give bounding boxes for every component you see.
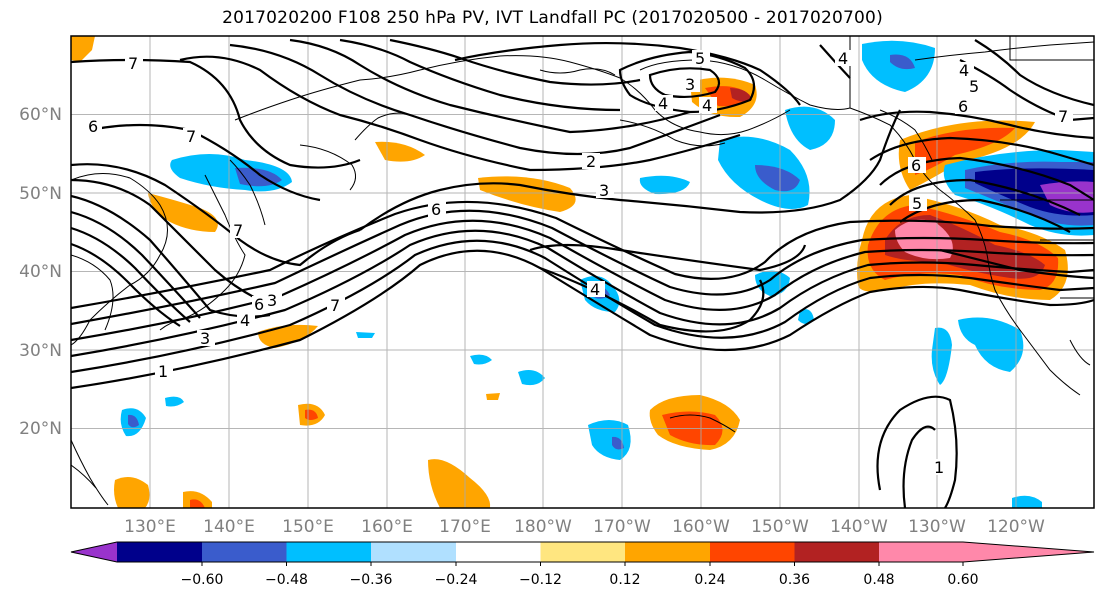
- contour-label: 3: [200, 329, 210, 348]
- lon-tick-label: 130°W: [908, 517, 966, 537]
- contour-label: 5: [912, 194, 922, 213]
- colorbar-label: 0.24: [694, 572, 725, 588]
- lat-tick-label: 50°N: [19, 184, 62, 204]
- colorbar-segment: [710, 542, 795, 562]
- contour-label: 6: [958, 97, 968, 116]
- colorbar-label: −0.12: [519, 572, 562, 588]
- pv-shading: [71, 36, 1094, 508]
- contour-label: 1: [934, 458, 944, 477]
- colorbar-segment: [794, 542, 879, 562]
- colorbar-segment: [540, 542, 625, 562]
- longitude-ticks: 130°E 140°E 150°E 160°E 170°E 180°W 170°…: [124, 517, 1045, 537]
- contour-label: 6: [254, 295, 264, 314]
- colorbar-segment: [371, 542, 456, 562]
- contour-label: 7: [186, 127, 196, 146]
- contour-label: 3: [267, 291, 277, 310]
- lat-tick-label: 40°N: [19, 262, 62, 282]
- latitude-ticks: 20°N 30°N 40°N 50°N 60°N: [19, 105, 62, 439]
- colorbar-label: −0.60: [181, 572, 224, 588]
- contour-label: 4: [658, 94, 668, 113]
- colorbar-max-extend: [963, 542, 1094, 562]
- lat-tick-label: 20°N: [19, 419, 62, 439]
- colorbar-segment: [879, 542, 963, 562]
- lon-tick-label: 180°W: [514, 517, 572, 537]
- colorbar-label: 0.60: [947, 572, 978, 588]
- contour-label: 1: [158, 362, 168, 381]
- contour-label: 6: [911, 156, 921, 175]
- colorbar-label: −0.24: [435, 572, 478, 588]
- contour-label: 5: [695, 49, 705, 68]
- lon-tick-label: 160°E: [361, 517, 413, 537]
- contour-label: 4: [959, 61, 969, 80]
- contour-label: 4: [240, 311, 250, 330]
- colorbar-segment: [117, 542, 202, 562]
- colorbar-segment: [202, 542, 287, 562]
- lon-tick-label: 170°W: [593, 517, 651, 537]
- contour-label: 3: [685, 75, 695, 94]
- contour-label: 4: [590, 280, 600, 299]
- colorbar-ticks: [201, 562, 964, 566]
- pv-contours: [71, 38, 1094, 508]
- lon-tick-label: 160°W: [672, 517, 730, 537]
- contour-labels: 7 6 7 6 7 5 4 3 4 2 3 6 4 6 5 7 4 6 5 4 …: [88, 49, 1069, 477]
- colorbar-segment: [625, 542, 710, 562]
- map-frame: [70, 35, 1095, 509]
- colorbar-label: −0.48: [265, 572, 308, 588]
- contour-label: 3: [599, 181, 609, 200]
- colorbar-outline: [70, 541, 1095, 563]
- lat-tick-label: 60°N: [19, 105, 62, 125]
- lon-tick-label: 120°W: [987, 517, 1045, 537]
- lon-tick-label: 130°E: [124, 517, 176, 537]
- colorbar-segment: [456, 542, 541, 562]
- contour-label: 7: [128, 54, 138, 73]
- contour-label: 6: [88, 117, 98, 136]
- map-panel: [71, 36, 1094, 508]
- contour-label: 2: [586, 152, 596, 171]
- colorbar: −0.60 −0.48 −0.36 −0.24 −0.12 0.12 0.24 …: [70, 541, 1095, 588]
- lon-tick-label: 150°W: [751, 517, 809, 537]
- contour-label: 7: [330, 296, 340, 315]
- contour-label: 7: [233, 221, 243, 240]
- lon-tick-label: 140°W: [830, 517, 888, 537]
- contour-label: 6: [431, 200, 441, 219]
- lon-tick-label: 150°E: [282, 517, 334, 537]
- colorbar-label: 0.12: [609, 572, 640, 588]
- lat-tick-label: 30°N: [19, 341, 62, 361]
- colorbar-label: 0.36: [779, 572, 810, 588]
- map-title: 2017020200 F108 250 hPa PV, IVT Landfall…: [222, 8, 883, 28]
- colorbar-min-extend: [71, 542, 117, 562]
- contour-label: 5: [969, 77, 979, 96]
- colorbar-label: −0.36: [350, 572, 393, 588]
- lon-tick-label: 170°E: [439, 517, 491, 537]
- lon-tick-label: 140°E: [203, 517, 255, 537]
- colorbar-segment: [286, 542, 371, 562]
- contour-label: 7: [1058, 107, 1068, 126]
- contour-label: 4: [702, 96, 712, 115]
- colorbar-label: 0.48: [863, 572, 894, 588]
- contour-label: 4: [838, 49, 848, 68]
